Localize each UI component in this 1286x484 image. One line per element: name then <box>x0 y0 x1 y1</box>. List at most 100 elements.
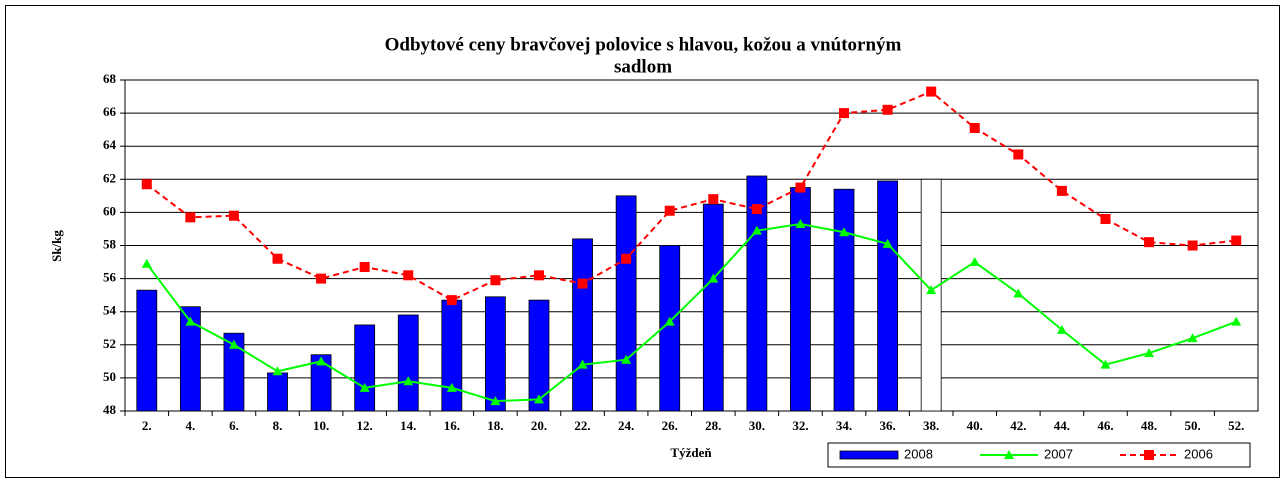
marker <box>490 396 501 406</box>
line <box>146 90 1237 302</box>
marker <box>141 179 152 190</box>
bar <box>310 354 332 412</box>
marker <box>228 339 239 349</box>
x-tick-label: 30. <box>749 418 765 433</box>
bar <box>136 289 158 412</box>
marker <box>839 227 850 237</box>
x-tick-label: 44. <box>1054 418 1070 433</box>
bar <box>354 324 376 412</box>
marker <box>708 194 719 205</box>
marker <box>969 257 980 267</box>
x-tick-label: 28. <box>705 418 721 433</box>
y-tick-label: 56 <box>103 270 117 285</box>
x-tick-label: 32. <box>792 418 808 433</box>
x-tick-label: 6. <box>229 418 239 433</box>
y-tick-label: 58 <box>103 236 117 251</box>
chart-title: Odbytové ceny bravčovej polovice s hlavo… <box>385 34 902 55</box>
bar <box>441 299 463 412</box>
bar <box>485 296 506 412</box>
marker <box>490 275 501 286</box>
marker <box>316 273 327 284</box>
marker <box>316 356 327 366</box>
y-tick-label: 60 <box>103 203 116 218</box>
marker <box>1231 316 1242 326</box>
marker <box>1144 348 1155 358</box>
y-tick-label: 68 <box>103 71 117 86</box>
marker <box>664 205 675 216</box>
marker <box>577 359 588 369</box>
marker <box>621 354 632 364</box>
marker <box>403 376 414 386</box>
marker <box>882 104 893 115</box>
legend-swatch <box>839 450 899 460</box>
marker <box>272 366 283 376</box>
bar <box>702 203 724 412</box>
bar <box>572 238 593 412</box>
bar <box>267 372 288 412</box>
marker <box>533 394 544 404</box>
marker <box>577 278 588 289</box>
marker <box>664 316 675 326</box>
marker <box>446 382 457 392</box>
marker <box>882 238 893 248</box>
bar <box>920 178 942 412</box>
marker <box>621 253 632 264</box>
marker <box>1187 333 1198 343</box>
y-tick-label: 66 <box>103 104 117 119</box>
line <box>145 222 1237 403</box>
marker <box>228 210 239 221</box>
x-tick-label: 46. <box>1097 418 1113 433</box>
chart-title: sadlom <box>614 56 672 77</box>
y-tick-label: 52 <box>103 336 116 351</box>
legend-label: 2008 <box>904 446 933 461</box>
marker <box>795 218 806 228</box>
marker <box>533 270 544 281</box>
x-tick-label: 20. <box>531 418 547 433</box>
marker <box>359 262 370 273</box>
marker <box>359 382 370 392</box>
marker <box>1004 450 1014 459</box>
marker <box>795 182 806 193</box>
x-tick-label: 34. <box>836 418 852 433</box>
marker <box>751 204 762 215</box>
x-tick-label: 48. <box>1141 418 1157 433</box>
marker <box>969 122 980 133</box>
x-tick-label: 42. <box>1010 418 1026 433</box>
x-tick-label: 10. <box>313 418 329 433</box>
marker <box>1056 185 1067 196</box>
x-tick-label: 8. <box>273 418 283 433</box>
marker <box>1013 288 1024 298</box>
marker <box>1144 450 1154 460</box>
x-tick-label: 50. <box>1185 418 1201 433</box>
x-tick-label: 18. <box>487 418 503 433</box>
x-tick-label: 2. <box>142 418 152 433</box>
x-tick-label: 4. <box>185 418 195 433</box>
marker <box>1231 235 1242 246</box>
y-tick-label: 62 <box>103 170 116 185</box>
marker <box>1013 149 1024 160</box>
marker <box>272 253 283 264</box>
bar <box>179 306 201 412</box>
bar <box>833 188 855 412</box>
marker <box>751 225 762 235</box>
marker <box>185 212 196 223</box>
marker <box>403 270 414 281</box>
marker <box>926 86 937 97</box>
y-tick-label: 54 <box>103 303 117 318</box>
marker <box>141 258 152 268</box>
x-tick-label: 24. <box>618 418 634 433</box>
bar <box>877 180 898 412</box>
marker <box>926 285 937 295</box>
x-tick-label: 12. <box>357 418 373 433</box>
marker <box>1100 214 1111 225</box>
x-tick-label: 38. <box>923 418 939 433</box>
bar <box>615 195 637 412</box>
marker <box>1056 324 1067 334</box>
y-axis-label: Sk/kg <box>49 230 64 262</box>
legend-label: 2006 <box>1184 446 1213 461</box>
marker <box>1187 240 1198 251</box>
x-tick-label: 52. <box>1228 418 1244 433</box>
bar <box>397 314 419 412</box>
x-tick-label: 22. <box>574 418 590 433</box>
